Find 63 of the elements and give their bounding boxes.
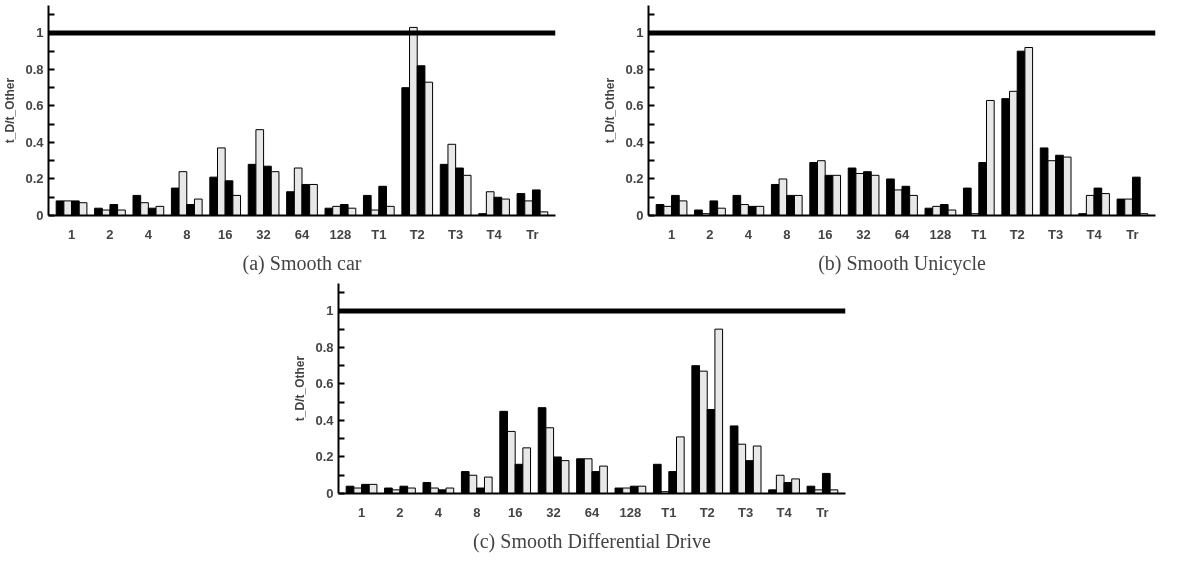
x-tick-label: T3 [1048, 226, 1064, 242]
y-tick-label: 0.8 [315, 339, 334, 355]
x-tick-label: T4 [776, 504, 793, 520]
x-tick-label: 8 [473, 504, 481, 520]
x-tick-label: 16 [817, 226, 833, 242]
y-tick-label: 0.6 [315, 376, 334, 392]
y-axis-title: t_D/t_Other [603, 77, 618, 144]
x-tick-label: T4 [486, 226, 503, 242]
x-tick-label: 1 [667, 226, 676, 242]
x-tick-label: 16 [507, 504, 523, 520]
x-tick-label: 128 [929, 226, 952, 242]
y-tick-label: 0.6 [25, 98, 44, 114]
x-tick-label: 4 [144, 226, 153, 242]
x-tick-label: T4 [1086, 226, 1103, 242]
y-tick-label: 0 [36, 208, 44, 223]
text: (b) Smooth Unicycle [818, 251, 986, 275]
x-tick-label: 64 [894, 226, 910, 242]
y-tick-label: 1 [36, 25, 44, 41]
x-tick-label: 32 [546, 504, 561, 520]
x-tick-label: 1 [67, 226, 76, 242]
y-tick-label: 0.2 [625, 171, 644, 187]
x-tick-label: 4 [744, 226, 753, 242]
y-tick-label: 0.2 [315, 449, 334, 465]
text: (c) Smooth Differential Drive [473, 529, 712, 553]
y-axis-title: t_D/t_Other [293, 355, 308, 422]
x-tick-label: T1 [371, 226, 387, 242]
y-tick-label: 0.6 [625, 98, 644, 114]
x-tick-label: 128 [619, 504, 642, 520]
y-tick-label: 0.4 [625, 134, 645, 150]
x-tick-label: 8 [783, 226, 791, 242]
x-tick-label: T3 [448, 226, 464, 242]
y-tick-label: 0.2 [25, 171, 44, 187]
x-tick-label: 64 [294, 226, 310, 242]
x-tick-label: 1 [357, 504, 366, 520]
y-tick-label: 0.8 [625, 61, 644, 77]
x-tick-label: 4 [434, 504, 443, 520]
y-tick-label: 0 [326, 486, 334, 501]
x-tick-label: 2 [106, 226, 114, 242]
x-tick-label: Tr [526, 226, 539, 242]
y-tick-label: 0.4 [25, 134, 45, 150]
y-tick-label: 0.8 [25, 61, 44, 77]
x-tick-label: T1 [971, 226, 987, 242]
x-tick-label: 32 [256, 226, 271, 242]
x-tick-label: Tr [816, 504, 829, 520]
y-tick-label: 0 [636, 208, 644, 223]
text: (a) Smooth car [242, 251, 362, 275]
x-tick-label: 32 [856, 226, 871, 242]
x-tick-label: T2 [699, 504, 715, 520]
x-tick-label: 2 [396, 504, 404, 520]
x-tick-label: T3 [738, 504, 754, 520]
x-tick-label: 2 [706, 226, 714, 242]
x-tick-label: T1 [661, 504, 677, 520]
x-tick-label: 8 [183, 226, 191, 242]
x-tick-label: T2 [1009, 226, 1025, 242]
x-tick-label: 16 [217, 226, 233, 242]
y-tick-label: 0.4 [315, 412, 335, 428]
y-axis-title: t_D/t_Other [3, 77, 18, 144]
x-tick-label: 64 [584, 504, 600, 520]
x-tick-label: T2 [409, 226, 425, 242]
x-tick-label: Tr [1126, 226, 1139, 242]
x-tick-label: 128 [329, 226, 352, 242]
y-tick-label: 1 [636, 25, 644, 41]
y-tick-label: 1 [326, 303, 334, 319]
